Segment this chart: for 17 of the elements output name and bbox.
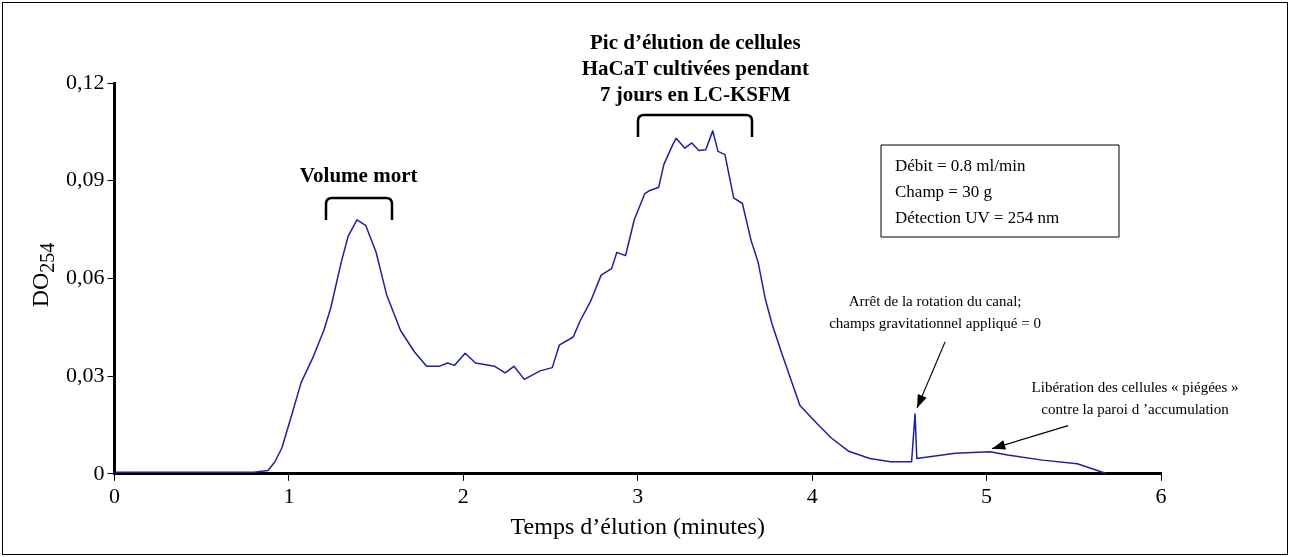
annotation: Volume mort (299, 162, 418, 187)
annotation: Débit = 0.8 ml/min Champ = 30 g Détection UV = 254 nm (895, 156, 1060, 227)
y-tick-label: 0,03 (66, 361, 105, 387)
x-tick-label: 3 (632, 482, 644, 508)
y-tick-label: 0 (93, 459, 105, 485)
x-tick-label: 6 (1155, 482, 1167, 508)
y-tick-label: 0,06 (66, 264, 105, 290)
annotation: Pic d’élution de cellules HaCaT cultivées pendant 7 jours en LC-KSFM (581, 30, 809, 106)
x-tick-label: 5 (981, 482, 993, 508)
x-tick-label: 2 (457, 482, 469, 508)
annotation: Arrêt de la rotation du canal; champs gravitationnel appliqué = 0 (829, 292, 1041, 331)
y-tick-label: 0,12 (66, 68, 105, 94)
x-tick-label: 1 (283, 482, 295, 508)
y-tick-label: 0,09 (66, 166, 105, 192)
x-axis-title: Temps d’élution (minutes) (510, 512, 765, 539)
annotation: Libération des cellules « piégées » contre la paroi d ’accumulation (1031, 378, 1239, 417)
x-tick-label: 4 (806, 482, 818, 508)
